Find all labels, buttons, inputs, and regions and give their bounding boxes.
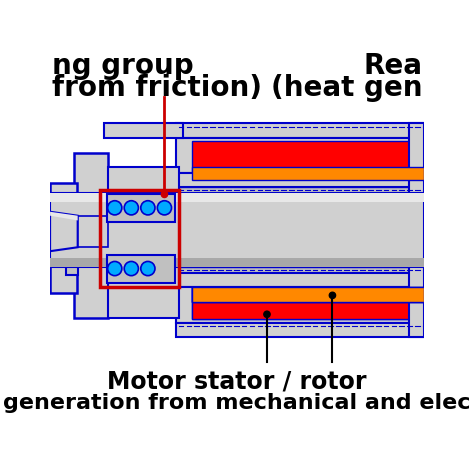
Circle shape: [141, 201, 155, 215]
Circle shape: [108, 262, 122, 276]
Bar: [176, 287, 424, 323]
Bar: [176, 173, 424, 187]
Bar: [192, 141, 424, 173]
Circle shape: [124, 262, 138, 276]
Text: ng group: ng group: [52, 52, 193, 80]
Circle shape: [141, 262, 155, 276]
Bar: [66, 196, 78, 275]
Circle shape: [264, 311, 270, 318]
Text: Rea: Rea: [364, 52, 422, 80]
Polygon shape: [50, 212, 78, 220]
Circle shape: [124, 201, 138, 215]
Bar: [78, 216, 108, 247]
Bar: [50, 257, 424, 267]
Bar: [192, 167, 424, 180]
Circle shape: [161, 191, 168, 198]
Bar: [50, 193, 424, 267]
Bar: [74, 153, 108, 318]
Bar: [50, 182, 77, 293]
Bar: [176, 267, 424, 273]
Text: (heat gen: (heat gen: [271, 74, 422, 102]
Bar: [192, 287, 424, 301]
Bar: [192, 287, 424, 301]
Bar: [176, 137, 424, 173]
Bar: [409, 123, 424, 337]
Text: Motor stator / rotor: Motor stator / rotor: [107, 370, 367, 393]
Bar: [176, 123, 424, 137]
Bar: [104, 123, 182, 137]
Bar: [108, 167, 179, 318]
Circle shape: [108, 201, 122, 215]
Bar: [192, 287, 424, 319]
Bar: [192, 287, 424, 301]
Bar: [192, 287, 424, 319]
Bar: [176, 323, 424, 337]
Circle shape: [329, 292, 336, 299]
Bar: [176, 273, 424, 287]
Text: from friction): from friction): [52, 74, 262, 102]
Text: generation from mechanical and elec: generation from mechanical and elec: [3, 393, 471, 413]
Bar: [176, 187, 424, 193]
Bar: [107, 255, 175, 283]
Circle shape: [157, 201, 172, 215]
Polygon shape: [50, 212, 78, 251]
Bar: [50, 193, 424, 202]
Bar: [107, 194, 175, 222]
Bar: [100, 191, 179, 287]
